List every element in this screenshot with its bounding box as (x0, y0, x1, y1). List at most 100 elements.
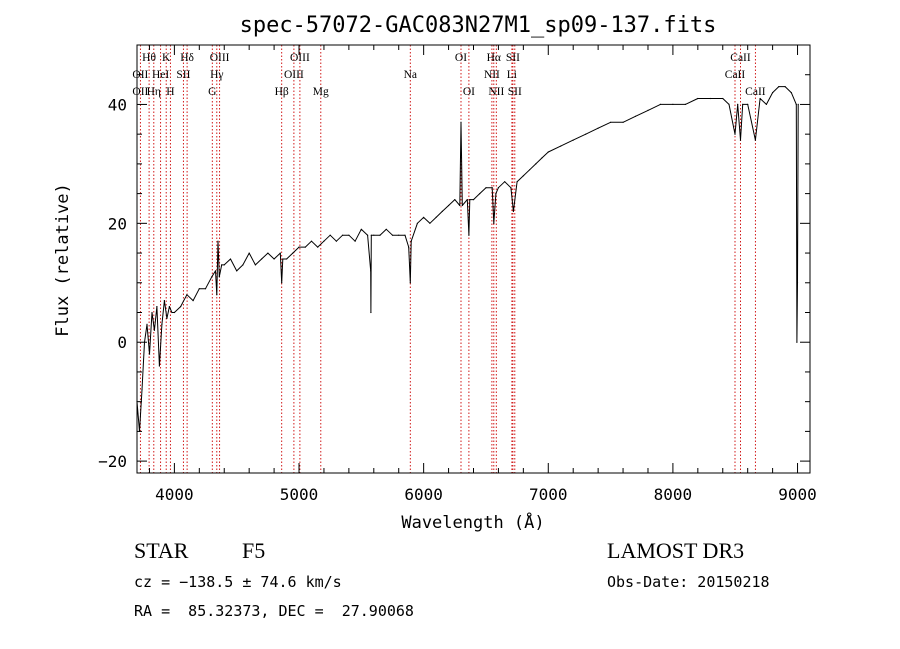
object-class: STAR (134, 538, 189, 563)
data-point-0-111 (739, 139, 742, 141)
line-label-nii: NII (484, 69, 500, 81)
data-point-0-114 (754, 139, 757, 141)
data-point-0-116 (765, 103, 768, 105)
data-point-0-124 (797, 103, 799, 105)
line-label-oi: OI (463, 86, 475, 98)
data-point-0-38 (282, 258, 284, 260)
line-label-caii: CaII (745, 86, 766, 98)
data-point-0-5 (148, 353, 151, 355)
data-point-0-69 (441, 210, 443, 212)
line-label-hδ: Hδ (180, 52, 194, 64)
data-point-0-39 (286, 258, 288, 260)
data-point-0-91 (535, 163, 537, 165)
data-point-0-120 (790, 92, 792, 94)
data-point-0-63 (409, 282, 411, 284)
line-label-oi: OI (455, 52, 467, 64)
data-point-0-83 (495, 193, 497, 195)
data-point-0-70 (448, 204, 450, 207)
line-label-na: Na (404, 69, 417, 81)
redshift-velocity: cz = −138.5 ± 74.6 km/s (134, 573, 342, 591)
data-point-0-110 (737, 103, 739, 105)
data-point-0-54 (370, 311, 372, 314)
data-point-0-31 (248, 252, 250, 254)
line-labels: OIIOIIHθHηHeIKHSIIHδGHγOIIIHβOIIIOIIIMgN… (132, 52, 765, 98)
data-point-0-97 (597, 127, 599, 129)
data-point-0-80 (485, 187, 487, 189)
y-axis-label: Flux (relative) (53, 183, 73, 337)
data-point-0-6 (151, 311, 153, 314)
data-point-0-45 (323, 240, 325, 242)
marker-lines (139, 45, 756, 473)
line-label-oiii: OIII (290, 52, 310, 64)
data-point-0-58 (385, 228, 387, 230)
data-point-0-46 (329, 234, 331, 236)
line-label-mg: Mg (313, 86, 329, 98)
data-point-0-19 (198, 288, 200, 290)
data-point-0-66 (423, 216, 425, 218)
data-point-0-12 (166, 317, 168, 319)
data-point-0-95 (572, 139, 574, 141)
data-point-0-55 (370, 234, 372, 236)
y-tick-label: 0 (117, 333, 127, 352)
data-point-0-72 (459, 204, 461, 207)
data-point-0-74 (461, 204, 463, 207)
line-label-hα: Hα (487, 52, 501, 64)
line-label-g: G (208, 86, 216, 98)
data-point-0-73 (460, 121, 462, 123)
data-point-0-49 (348, 234, 350, 236)
data-point-0-48 (342, 234, 344, 236)
data-point-0-98 (610, 121, 612, 123)
data-point-0-24 (217, 240, 219, 242)
data-point-0-106 (709, 97, 711, 100)
data-point-0-13 (168, 306, 170, 308)
data-point-0-64 (410, 240, 412, 242)
line-label-h: H (166, 86, 174, 98)
data-point-0-85 (504, 181, 506, 183)
data-point-0-29 (236, 270, 238, 272)
data-point-0-22 (214, 270, 217, 272)
data-point-0-115 (759, 97, 761, 100)
data-point-0-108 (728, 103, 730, 105)
data-point-0-44 (317, 246, 319, 248)
data-point-0-71 (454, 199, 456, 201)
data-point-0-81 (491, 187, 493, 189)
data-point-0-50 (354, 240, 356, 242)
x-tick-label: 8000 (654, 485, 693, 504)
data-point-0-11 (163, 300, 165, 302)
data-point-0-8 (156, 306, 158, 308)
data-point-0-21 (211, 276, 213, 278)
data-point-0-51 (360, 228, 362, 230)
data-point-0-82 (493, 222, 495, 224)
data-point-0-62 (408, 246, 410, 248)
x-tick-label: 6000 (404, 485, 443, 504)
object-subclass: F5 (242, 538, 266, 563)
line-label-sii: SII (176, 69, 190, 81)
data-point-0-103 (672, 103, 674, 105)
data-point-0-34 (267, 252, 269, 254)
x-tick-label: 5000 (280, 485, 319, 504)
data-point-0-100 (634, 115, 637, 117)
data-point-0-32 (254, 264, 256, 266)
line-label-sii: SII (508, 86, 522, 98)
data-point-0-102 (659, 103, 662, 105)
data-point-0-2 (141, 389, 143, 391)
data-point-0-84 (497, 187, 499, 189)
data-point-0-79 (479, 193, 481, 195)
data-point-0-42 (304, 246, 306, 248)
y-tick-label: −20 (98, 452, 127, 471)
line-label-hθ: Hθ (142, 52, 156, 64)
data-point-0-16 (180, 306, 182, 308)
data-point-0-15 (173, 311, 175, 314)
data-point-0-59 (391, 234, 394, 236)
data-point-0-10 (161, 323, 163, 325)
data-point-0-118 (778, 86, 780, 88)
x-tick-label: 9000 (778, 485, 817, 504)
survey-name: LAMOST DR3 (607, 538, 745, 563)
data-point-0-47 (335, 240, 337, 242)
data-point-0-109 (734, 133, 736, 135)
data-point-0-60 (398, 234, 400, 236)
axis-ticks: 4000 5000 6000 7000 8000 9000 −20 0 20 40 (98, 44, 817, 504)
line-label-caii: CaII (730, 52, 751, 64)
line-label-li: Li (507, 69, 517, 81)
